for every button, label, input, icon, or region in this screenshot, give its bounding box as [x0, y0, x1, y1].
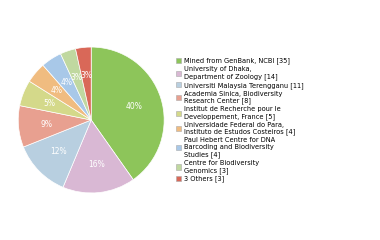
Text: 16%: 16% — [88, 161, 104, 169]
Text: 12%: 12% — [51, 147, 67, 156]
Wedge shape — [24, 120, 91, 187]
Wedge shape — [43, 54, 91, 120]
Text: 3%: 3% — [71, 73, 83, 82]
Text: 40%: 40% — [126, 102, 143, 111]
Wedge shape — [60, 49, 91, 120]
Text: 4%: 4% — [60, 78, 73, 87]
Text: 5%: 5% — [43, 99, 55, 108]
Wedge shape — [18, 106, 91, 147]
Wedge shape — [91, 47, 164, 180]
Wedge shape — [76, 47, 91, 120]
Text: 3%: 3% — [80, 71, 92, 79]
Wedge shape — [63, 120, 133, 193]
Text: 9%: 9% — [40, 120, 52, 129]
Legend: Mined from GenBank, NCBI [35], University of Dhaka,
Department of Zoology [14], : Mined from GenBank, NCBI [35], Universit… — [176, 58, 304, 182]
Wedge shape — [20, 81, 91, 120]
Text: 4%: 4% — [51, 86, 63, 95]
Wedge shape — [29, 65, 91, 120]
